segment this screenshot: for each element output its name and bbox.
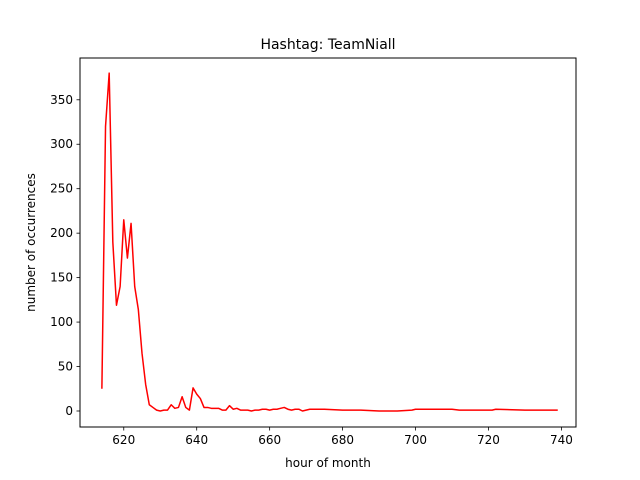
y-tick-label: 300 <box>50 137 73 151</box>
plot-area <box>101 72 558 412</box>
x-tick-label: 660 <box>258 433 281 447</box>
plot-frame <box>79 57 577 428</box>
x-tick-label: 620 <box>112 433 135 447</box>
x-tick-label: 640 <box>185 433 208 447</box>
x-tick-label: 680 <box>331 433 354 447</box>
series-line-0 <box>101 72 558 412</box>
x-axis-ticks: 620 640 660 680 700 720 740 <box>112 427 573 447</box>
chart-title: Hashtag: TeamNiall <box>260 37 395 53</box>
y-axis-ticks: 0 50 100 150 200 250 300 350 <box>50 93 80 418</box>
y-tick-label: 350 <box>50 93 73 107</box>
y-tick-label: 200 <box>50 226 73 240</box>
x-tick-label: 720 <box>477 433 500 447</box>
x-axis-label: hour of month <box>285 456 371 470</box>
x-tick-label: 700 <box>404 433 427 447</box>
x-tick-label: 740 <box>550 433 573 447</box>
y-tick-label: 50 <box>58 360 73 374</box>
y-tick-label: 0 <box>65 404 73 418</box>
y-tick-label: 150 <box>50 271 73 285</box>
y-tick-label: 100 <box>50 315 73 329</box>
y-tick-label: 250 <box>50 182 73 196</box>
y-axis-label: number of occurrences <box>24 173 38 312</box>
